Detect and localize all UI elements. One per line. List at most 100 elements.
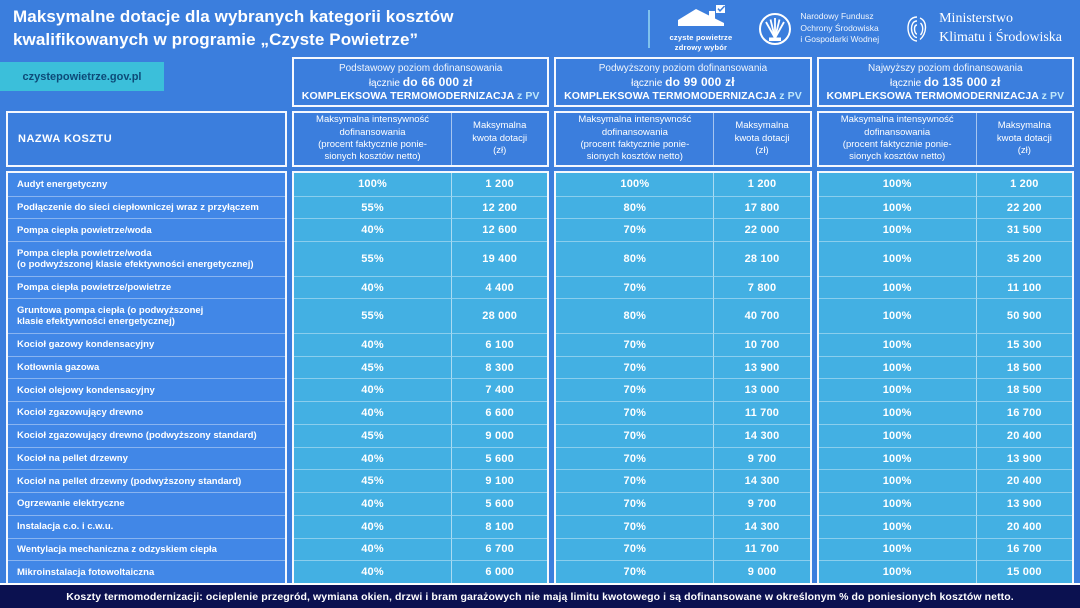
cost-name-cell: Audyt energetyczny (8, 173, 285, 196)
czyste-powietrze-logo: czyste powietrze zdrowy wybór (670, 5, 733, 52)
group-panel-podwyzszony: Podwyższony poziom dofinansowania łączni… (554, 57, 812, 583)
amount-value-cell: 40 700 (713, 298, 810, 334)
intensity-value-cell: 55% (294, 195, 452, 219)
cost-name-cell: Instalacja c.o. i c.w.u. (8, 514, 285, 538)
group-total-label: łącznie do 135 000 zł (821, 75, 1070, 89)
amount-value-cell: 31 500 (975, 218, 1072, 242)
group-total-prefix: łącznie (631, 77, 663, 89)
sub-headers-podstawowy: Maksymalna intensywność dofinansowania (… (292, 111, 550, 167)
group-total-prefix: łącznie (368, 77, 400, 89)
amount-value-cell: 6 700 (451, 537, 548, 561)
cost-name-cell: Mikroinstalacja fotowoltaiczna (8, 560, 285, 583)
group-panel-podstawowy: Podstawowy poziom dofinansowania łącznie… (292, 57, 550, 583)
group-header-podwyzszony: Podwyższony poziom dofinansowania łączni… (554, 57, 812, 107)
amount-value-cell: 50 900 (975, 298, 1072, 334)
amount-value-cell: 28 100 (713, 241, 810, 276)
intensity-value-cell: 70% (556, 401, 714, 424)
group-level-label: Najwyższy poziom dofinansowania (868, 62, 1023, 74)
intensity-value-cell: 40% (294, 446, 452, 470)
intensity-value-cell: 100% (818, 514, 976, 538)
name-body: Audyt energetyczny Podłączenie do sieci c… (6, 171, 287, 583)
cost-name-cell: Kocioł zgazowujący drewno (8, 401, 285, 424)
cost-name-cell: Gruntowa pompa ciepła (o podwyższonej kl… (8, 298, 285, 334)
intensity-value-cell: 70% (556, 492, 714, 515)
amount-value-cell: 16 700 (975, 537, 1072, 561)
intensity-value-cell: 100% (818, 241, 976, 276)
intensity-value-cell: 100% (818, 355, 976, 379)
amount-value-cell: 7 400 (451, 378, 548, 402)
intensity-value-cell: 100% (818, 275, 976, 299)
badge-area: czystepowietrze.gov.pl (0, 57, 287, 111)
group-total-amount: do 135 000 zł (923, 74, 1001, 89)
header-divider (647, 9, 650, 48)
amount-value-cell: 8 300 (451, 355, 548, 379)
intensity-value-cell: 40% (294, 401, 452, 424)
group-total-amount: do 66 000 zł (402, 74, 473, 89)
group-level-label: Podwyższony poziom dofinansowania (598, 62, 768, 74)
group-total-prefix: łącznie (890, 77, 922, 89)
cost-name-cell: Kocioł gazowy kondensacyjny (8, 333, 285, 356)
amount-value-cell: 13 900 (975, 446, 1072, 470)
intensity-value-cell: 55% (294, 241, 452, 276)
group-panel-najwyzszy: Najwyższy poziom dofinansowania łącznie … (816, 57, 1074, 583)
amount-header: Maksymalna kwota dotacji (zł) (713, 113, 809, 165)
grant-table: czystepowietrze.gov.pl NAZWA KOSZTU Audy… (0, 57, 1080, 585)
sub-headers-podwyzszony: Maksymalna intensywność dofinansowania (… (554, 111, 812, 167)
komplex-text: KOMPLEKSOWA TERMOMODERNIZACJA (564, 89, 777, 102)
pv-text: z PV (516, 89, 540, 102)
amount-value-cell: 19 400 (451, 241, 548, 276)
intensity-value-cell: 70% (556, 537, 714, 561)
ministry-eagle-icon (907, 15, 927, 42)
intensity-value-cell: 100% (818, 492, 976, 515)
amount-value-cell: 35 200 (975, 241, 1072, 276)
group-header-podstawowy: Podstawowy poziom dofinansowania łącznie… (292, 57, 550, 107)
amount-header: Maksymalna kwota dotacji (zł) (451, 113, 547, 165)
amount-value-cell: 6 100 (451, 333, 548, 356)
intensity-value-cell: 100% (818, 173, 976, 196)
amount-value-cell: 16 700 (975, 401, 1072, 424)
intensity-value-cell: 40% (294, 275, 452, 299)
amount-value-cell: 22 000 (713, 218, 810, 242)
amount-value-cell: 6 600 (451, 401, 548, 424)
intensity-value-cell: 80% (556, 298, 714, 334)
cost-name-cell: Kocioł na pellet drzewny (8, 446, 285, 470)
intensity-value-cell: 70% (556, 469, 714, 493)
amount-value-cell: 18 500 (975, 378, 1072, 402)
intensity-value-cell: 100% (818, 195, 976, 219)
cost-name-cell: Kocioł na pellet drzewny (podwyższony st… (8, 469, 285, 493)
intensity-value-cell: 40% (294, 378, 452, 402)
intensity-value-cell: 70% (556, 514, 714, 538)
cost-name-cell: Kocioł olejowy kondensacyjny (8, 378, 285, 402)
nfosigw-emblem-icon (759, 12, 792, 45)
amount-value-cell: 1 200 (451, 173, 548, 196)
intensity-value-cell: 100% (818, 333, 976, 356)
amount-value-cell: 20 400 (975, 514, 1072, 538)
intensity-value-cell: 100% (818, 423, 976, 447)
name-column-header: NAZWA KOSZTU (6, 111, 287, 167)
nfosigw-logo: Narodowy Fundusz Ochrony Środowiska i Go… (758, 11, 879, 45)
amount-value-cell: 12 200 (451, 195, 548, 219)
intensity-value-cell: 70% (556, 423, 714, 447)
cost-name-cell: Kotłownia gazowa (8, 355, 285, 379)
footer-note: Koszty termomodernizacji: ocieplenie prz… (0, 585, 1080, 608)
amount-value-cell: 9 000 (451, 423, 548, 447)
amount-value-cell: 18 500 (975, 355, 1072, 379)
group-header-najwyzszy: Najwyższy poziom dofinansowania łącznie … (816, 57, 1074, 107)
group-body: 100% 1 200 100% 22 200 100% 31 500 100% 35 200 1… (816, 171, 1074, 583)
amount-value-cell: 9 700 (713, 446, 810, 470)
intensity-value-cell: 70% (556, 446, 714, 470)
cost-name-cell: Kocioł zgazowujący drewno (podwyższony s… (8, 423, 285, 447)
amount-value-cell: 6 000 (451, 560, 548, 583)
amount-value-cell: 14 300 (713, 514, 810, 538)
amount-value-cell: 13 900 (713, 355, 810, 379)
intensity-header: Maksymalna intensywność dofinansowania (… (840, 114, 954, 163)
page-title: Maksymalne dotacje dla wybranych kategor… (13, 7, 454, 49)
intensity-value-cell: 100% (818, 401, 976, 424)
logo-text-line: zdrowy wybór (674, 42, 728, 52)
group-body: 100% 1 200 80% 17 800 70% 22 000 80% 28 100 70% 7… (554, 171, 812, 583)
group-body: 100% 1 200 55% 12 200 40% 12 600 55% 19 400 40% 4… (292, 171, 550, 583)
amount-value-cell: 28 000 (451, 298, 548, 334)
amount-value-cell: 20 400 (975, 469, 1072, 493)
cost-name-cell: Ogrzewanie elektryczne (8, 492, 285, 515)
